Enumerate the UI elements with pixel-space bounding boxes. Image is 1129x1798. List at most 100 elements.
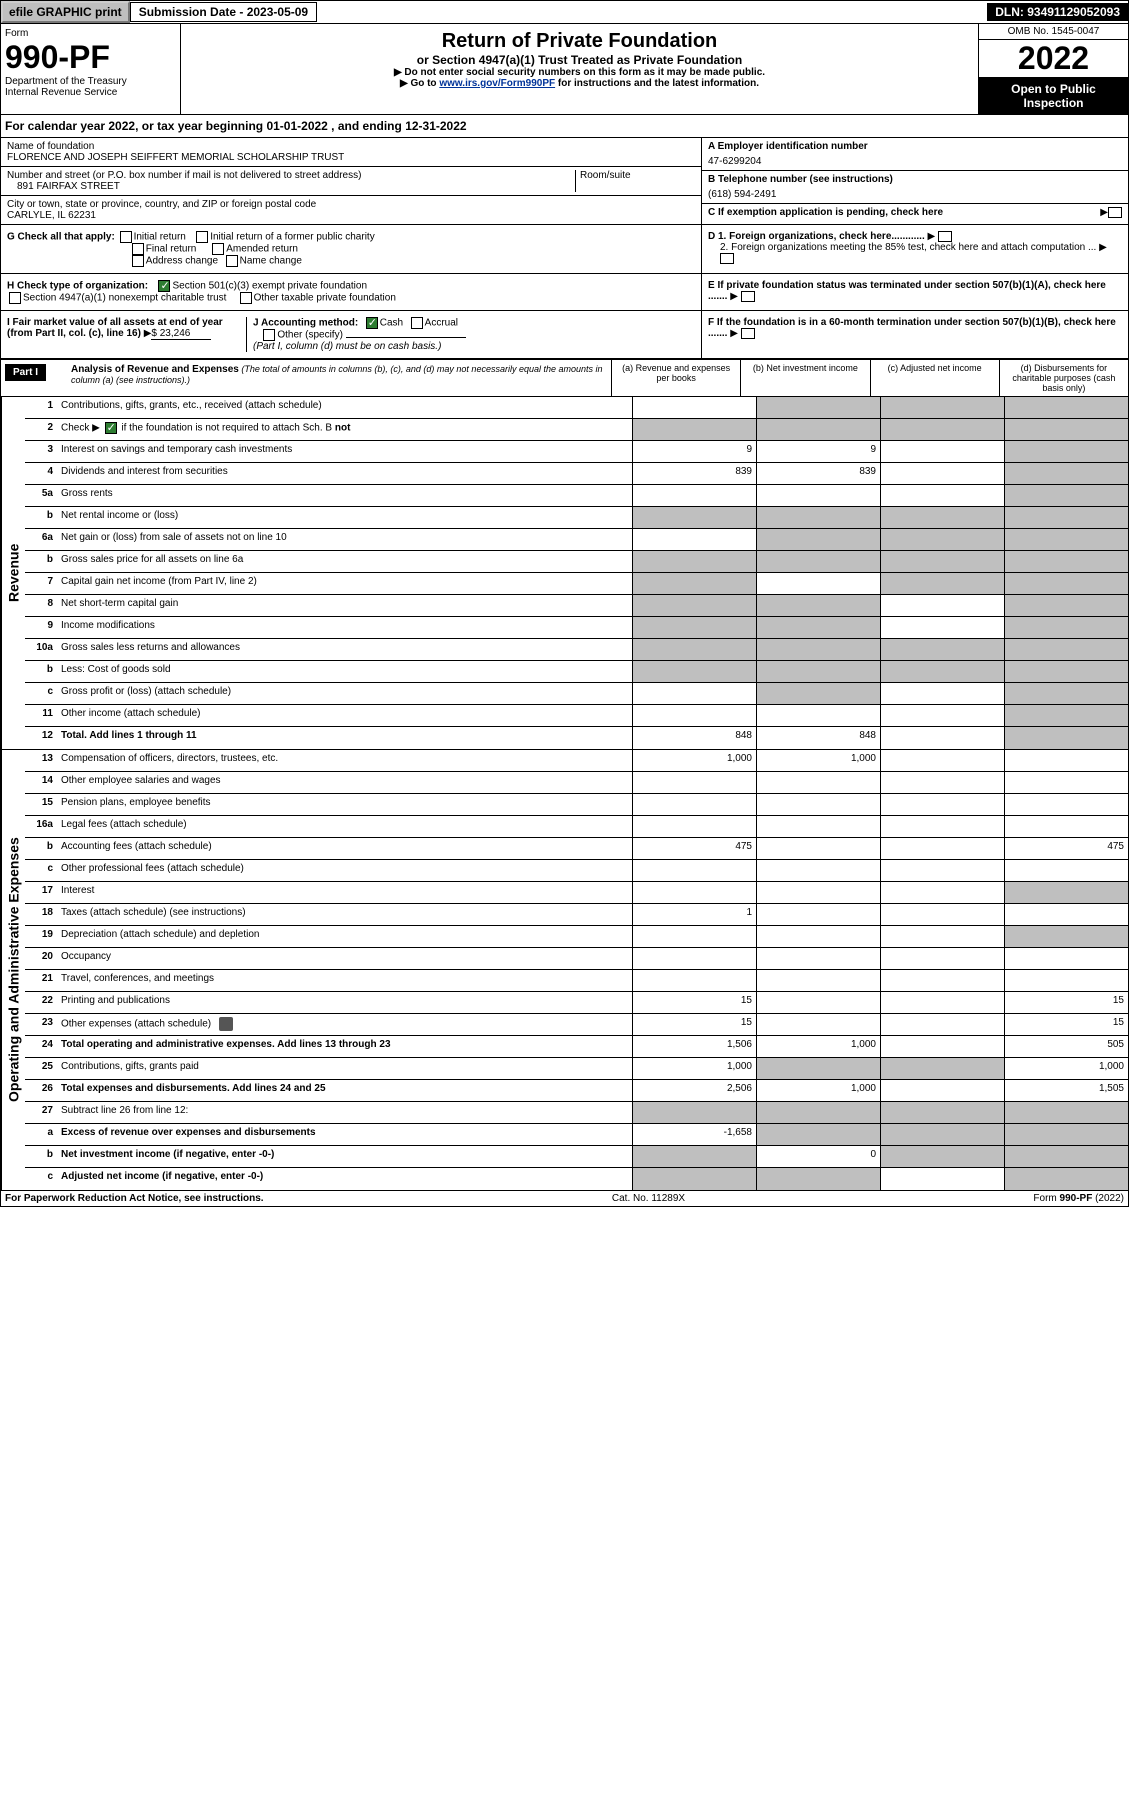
arrow-icon: ▶ <box>144 328 152 339</box>
l22-d: 15 <box>1004 992 1128 1013</box>
d1-checkbox[interactable] <box>938 231 952 242</box>
foundation-name: FLORENCE AND JOSEPH SEIFFERT MEMORIAL SC… <box>7 152 695 163</box>
e-checkbox[interactable] <box>741 291 755 302</box>
line-2: Check ▶ if the foundation is not require… <box>57 419 632 440</box>
arrow-icon: ▶ <box>928 231 936 242</box>
efile-print-button[interactable]: efile GRAPHIC print <box>1 1 130 23</box>
city-label: City or town, state or province, country… <box>7 199 695 210</box>
l16b-d: 475 <box>1004 838 1128 859</box>
address-change-checkbox[interactable] <box>132 255 144 267</box>
final-return-checkbox[interactable] <box>132 243 144 255</box>
line-14: Other employee salaries and wages <box>57 772 632 793</box>
cal-pre: For calendar year 2022, or tax year begi… <box>5 119 266 133</box>
revenue-label: Revenue <box>1 397 25 749</box>
line-6a: Net gain or (loss) from sale of assets n… <box>57 529 632 550</box>
line-10c: Gross profit or (loss) (attach schedule) <box>57 683 632 704</box>
j-accrual-checkbox[interactable] <box>411 317 423 329</box>
line-26: Total expenses and disbursements. Add li… <box>57 1080 632 1101</box>
top-bar: efile GRAPHIC print Submission Date - 20… <box>0 0 1129 24</box>
revenue-section: Revenue 1Contributions, gifts, grants, e… <box>0 397 1129 750</box>
l16b-a: 475 <box>632 838 756 859</box>
part1-header: Part I Analysis of Revenue and Expenses … <box>0 359 1129 397</box>
footer-right: Form 990-PF (2022) <box>1033 1193 1124 1204</box>
l18-a: 1 <box>632 904 756 925</box>
arrow-icon: ▶ <box>1099 242 1107 253</box>
line-10b: Less: Cost of goods sold <box>57 661 632 682</box>
d2-checkbox[interactable] <box>720 253 734 264</box>
g-initial-former: Initial return of a former public charit… <box>210 232 375 243</box>
irs-link[interactable]: www.irs.gov/Form990PF <box>439 78 555 89</box>
exemption-label: C If exemption application is pending, c… <box>708 207 1100 218</box>
h-other-checkbox[interactable] <box>240 292 252 304</box>
f-label: F If the foundation is in a 60-month ter… <box>708 317 1116 339</box>
line-7: Capital gain net income (from Part IV, l… <box>57 573 632 594</box>
l25-d: 1,000 <box>1004 1058 1128 1079</box>
line-24: Total operating and administrative expen… <box>57 1036 632 1057</box>
initial-return-checkbox[interactable] <box>120 231 132 243</box>
amended-checkbox[interactable] <box>212 243 224 255</box>
f-checkbox[interactable] <box>741 328 755 339</box>
h-4947: Section 4947(a)(1) nonexempt charitable … <box>23 293 226 304</box>
initial-former-checkbox[interactable] <box>196 231 208 243</box>
line-13: Compensation of officers, directors, tru… <box>57 750 632 771</box>
line-3: Interest on savings and temporary cash i… <box>57 441 632 462</box>
dept-treasury: Department of the Treasury <box>5 76 176 87</box>
line-16b: Accounting fees (attach schedule) <box>57 838 632 859</box>
part1-badge: Part I <box>5 364 46 381</box>
arrow-icon: ▶ <box>730 291 738 302</box>
e-label: E If private foundation status was termi… <box>708 280 1106 302</box>
open-public: Open to Public Inspection <box>979 78 1128 114</box>
city: CARLYLE, IL 62231 <box>7 210 695 221</box>
dln: DLN: 93491129052093 <box>987 3 1128 21</box>
line-17: Interest <box>57 882 632 903</box>
form-label: Form <box>5 28 176 39</box>
instruction-1: ▶ Do not enter social security numbers o… <box>187 67 972 78</box>
l3-b: 9 <box>756 441 880 462</box>
l3-a: 9 <box>632 441 756 462</box>
line-23: Other expenses (attach schedule) <box>57 1014 632 1035</box>
l4-b: 839 <box>756 463 880 484</box>
line-5a: Gross rents <box>57 485 632 506</box>
omb-number: OMB No. 1545-0047 <box>979 24 1128 40</box>
h-4947-checkbox[interactable] <box>9 292 21 304</box>
name-change-checkbox[interactable] <box>226 255 238 267</box>
g-name: Name change <box>240 256 302 267</box>
room-label: Room/suite <box>580 170 695 181</box>
l23-text: Other expenses (attach schedule) <box>61 1019 211 1030</box>
attachment-icon[interactable] <box>219 1017 233 1031</box>
form-subtitle: or Section 4947(a)(1) Trust Treated as P… <box>187 53 972 67</box>
line-15: Pension plans, employee benefits <box>57 794 632 815</box>
form-number: 990-PF <box>5 39 176 76</box>
cal-mid: , and ending <box>328 119 405 133</box>
l23-d: 15 <box>1004 1014 1128 1035</box>
line-5b: Net rental income or (loss) <box>57 507 632 528</box>
exemption-checkbox[interactable] <box>1108 207 1122 218</box>
col-c-header: (c) Adjusted net income <box>870 360 999 396</box>
l26-a: 2,506 <box>632 1080 756 1101</box>
h-501c3-checkbox[interactable] <box>158 280 170 292</box>
schb-checkbox[interactable] <box>105 422 117 434</box>
j-cash-checkbox[interactable] <box>366 317 378 329</box>
j-other-field[interactable] <box>346 337 466 338</box>
line-27b: Net investment income (if negative, ente… <box>57 1146 632 1167</box>
form-title: Return of Private Foundation <box>187 30 972 53</box>
page-footer: For Paperwork Reduction Act Notice, see … <box>0 1191 1129 1207</box>
l26-b: 1,000 <box>756 1080 880 1101</box>
phone-label: B Telephone number (see instructions) <box>708 174 1122 185</box>
line-16c: Other professional fees (attach schedule… <box>57 860 632 881</box>
h-other: Other taxable private foundation <box>254 293 396 304</box>
l13-b: 1,000 <box>756 750 880 771</box>
line-20: Occupancy <box>57 948 632 969</box>
j-note: (Part I, column (d) must be on cash basi… <box>253 341 441 352</box>
line-18: Taxes (attach schedule) (see instruction… <box>57 904 632 925</box>
line-11: Other income (attach schedule) <box>57 705 632 726</box>
j-other-checkbox[interactable] <box>263 329 275 341</box>
section-h-e: H Check type of organization: Section 50… <box>0 274 1129 311</box>
form-header: Form 990-PF Department of the Treasury I… <box>0 24 1129 115</box>
g-amended: Amended return <box>226 244 298 255</box>
l4-a: 839 <box>632 463 756 484</box>
col-d-header: (d) Disbursements for charitable purpose… <box>999 360 1128 396</box>
line-27: Subtract line 26 from line 12: <box>57 1102 632 1123</box>
l24-b: 1,000 <box>756 1036 880 1057</box>
l26-d: 1,505 <box>1004 1080 1128 1101</box>
